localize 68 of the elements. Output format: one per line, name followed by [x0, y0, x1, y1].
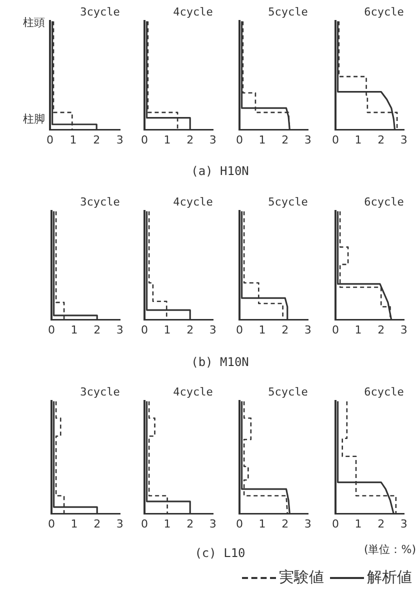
chart-title: 6cycle [364, 5, 404, 18]
x-tick-label: 2 [378, 133, 385, 146]
chart-title: 3cycle [80, 195, 120, 208]
x-tick-label: 3 [400, 517, 408, 530]
x-tick-label: 2 [186, 517, 194, 530]
x-tick-label: 3 [400, 323, 408, 336]
x-tick-label: 1 [70, 517, 78, 530]
x-tick-label: 0 [332, 133, 339, 146]
x-tick-label: 1 [354, 323, 362, 336]
x-tick-label: 0 [236, 323, 243, 336]
chart-title: 4cycle [173, 5, 213, 18]
x-tick-label: 2 [94, 323, 101, 336]
x-tick-label: 0 [332, 517, 339, 530]
x-tick-label: 2 [282, 323, 289, 336]
x-tick-label: 1 [164, 133, 171, 146]
x-tick-label: 0 [141, 323, 148, 336]
x-tick-label: 2 [94, 517, 101, 530]
text: 柱頭 [23, 16, 45, 30]
x-tick-label: 2 [282, 517, 289, 530]
chart-title: 5cycle [268, 385, 308, 398]
x-tick-label: 0 [236, 133, 243, 146]
x-tick-label: 0 [141, 517, 148, 530]
chart-title: 5cycle [268, 5, 308, 18]
x-tick-label: 1 [258, 133, 266, 146]
x-tick-label: 2 [378, 323, 385, 336]
x-tick-label: 1 [164, 517, 171, 530]
text: (c) L10 [194, 546, 246, 560]
x-tick-label: 3 [304, 133, 312, 146]
x-tick-label: 1 [354, 517, 362, 530]
text: (b) M10N [190, 355, 250, 369]
legend-label: 実験値 [278, 568, 324, 587]
x-tick-label: 1 [258, 517, 266, 530]
x-tick-label: 0 [236, 517, 243, 530]
x-tick-label: 1 [70, 323, 78, 336]
x-tick-label: 3 [400, 133, 408, 146]
x-tick-label: 2 [186, 323, 194, 336]
x-tick-label: 2 [282, 133, 289, 146]
x-tick-label: 3 [116, 517, 124, 530]
x-tick-label: 2 [186, 133, 194, 146]
x-tick-label: 2 [378, 517, 385, 530]
text: (単位：%) [364, 542, 416, 557]
chart-title: 3cycle [80, 385, 120, 398]
x-tick-label: 0 [141, 133, 148, 146]
x-tick-label: 3 [209, 323, 216, 336]
x-tick-label: 2 [93, 133, 100, 146]
x-tick-label: 3 [304, 323, 312, 336]
chart-title: 4cycle [173, 385, 213, 398]
text: (a) H10N [190, 164, 250, 178]
chart-title: 5cycle [268, 195, 308, 208]
x-tick-label: 0 [332, 323, 339, 336]
chart-title: 4cycle [173, 195, 213, 208]
x-tick-label: 1 [164, 323, 171, 336]
chart-title: 6cycle [364, 195, 404, 208]
x-tick-label: 3 [116, 133, 124, 146]
text: 柱脚 [23, 112, 45, 126]
x-tick-label: 1 [354, 133, 362, 146]
x-tick-label: 1 [70, 133, 77, 146]
x-tick-label: 3 [116, 323, 124, 336]
x-tick-label: 0 [48, 323, 55, 336]
chart-title: 3cycle [80, 5, 120, 18]
x-tick-label: 3 [304, 517, 312, 530]
x-tick-label: 0 [46, 133, 54, 146]
x-tick-label: 3 [209, 133, 216, 146]
chart-title: 6cycle [364, 385, 404, 398]
x-tick-label: 3 [209, 517, 216, 530]
x-tick-label: 0 [48, 517, 55, 530]
legend-label: 解析値 [366, 568, 412, 587]
x-tick-label: 1 [258, 323, 266, 336]
